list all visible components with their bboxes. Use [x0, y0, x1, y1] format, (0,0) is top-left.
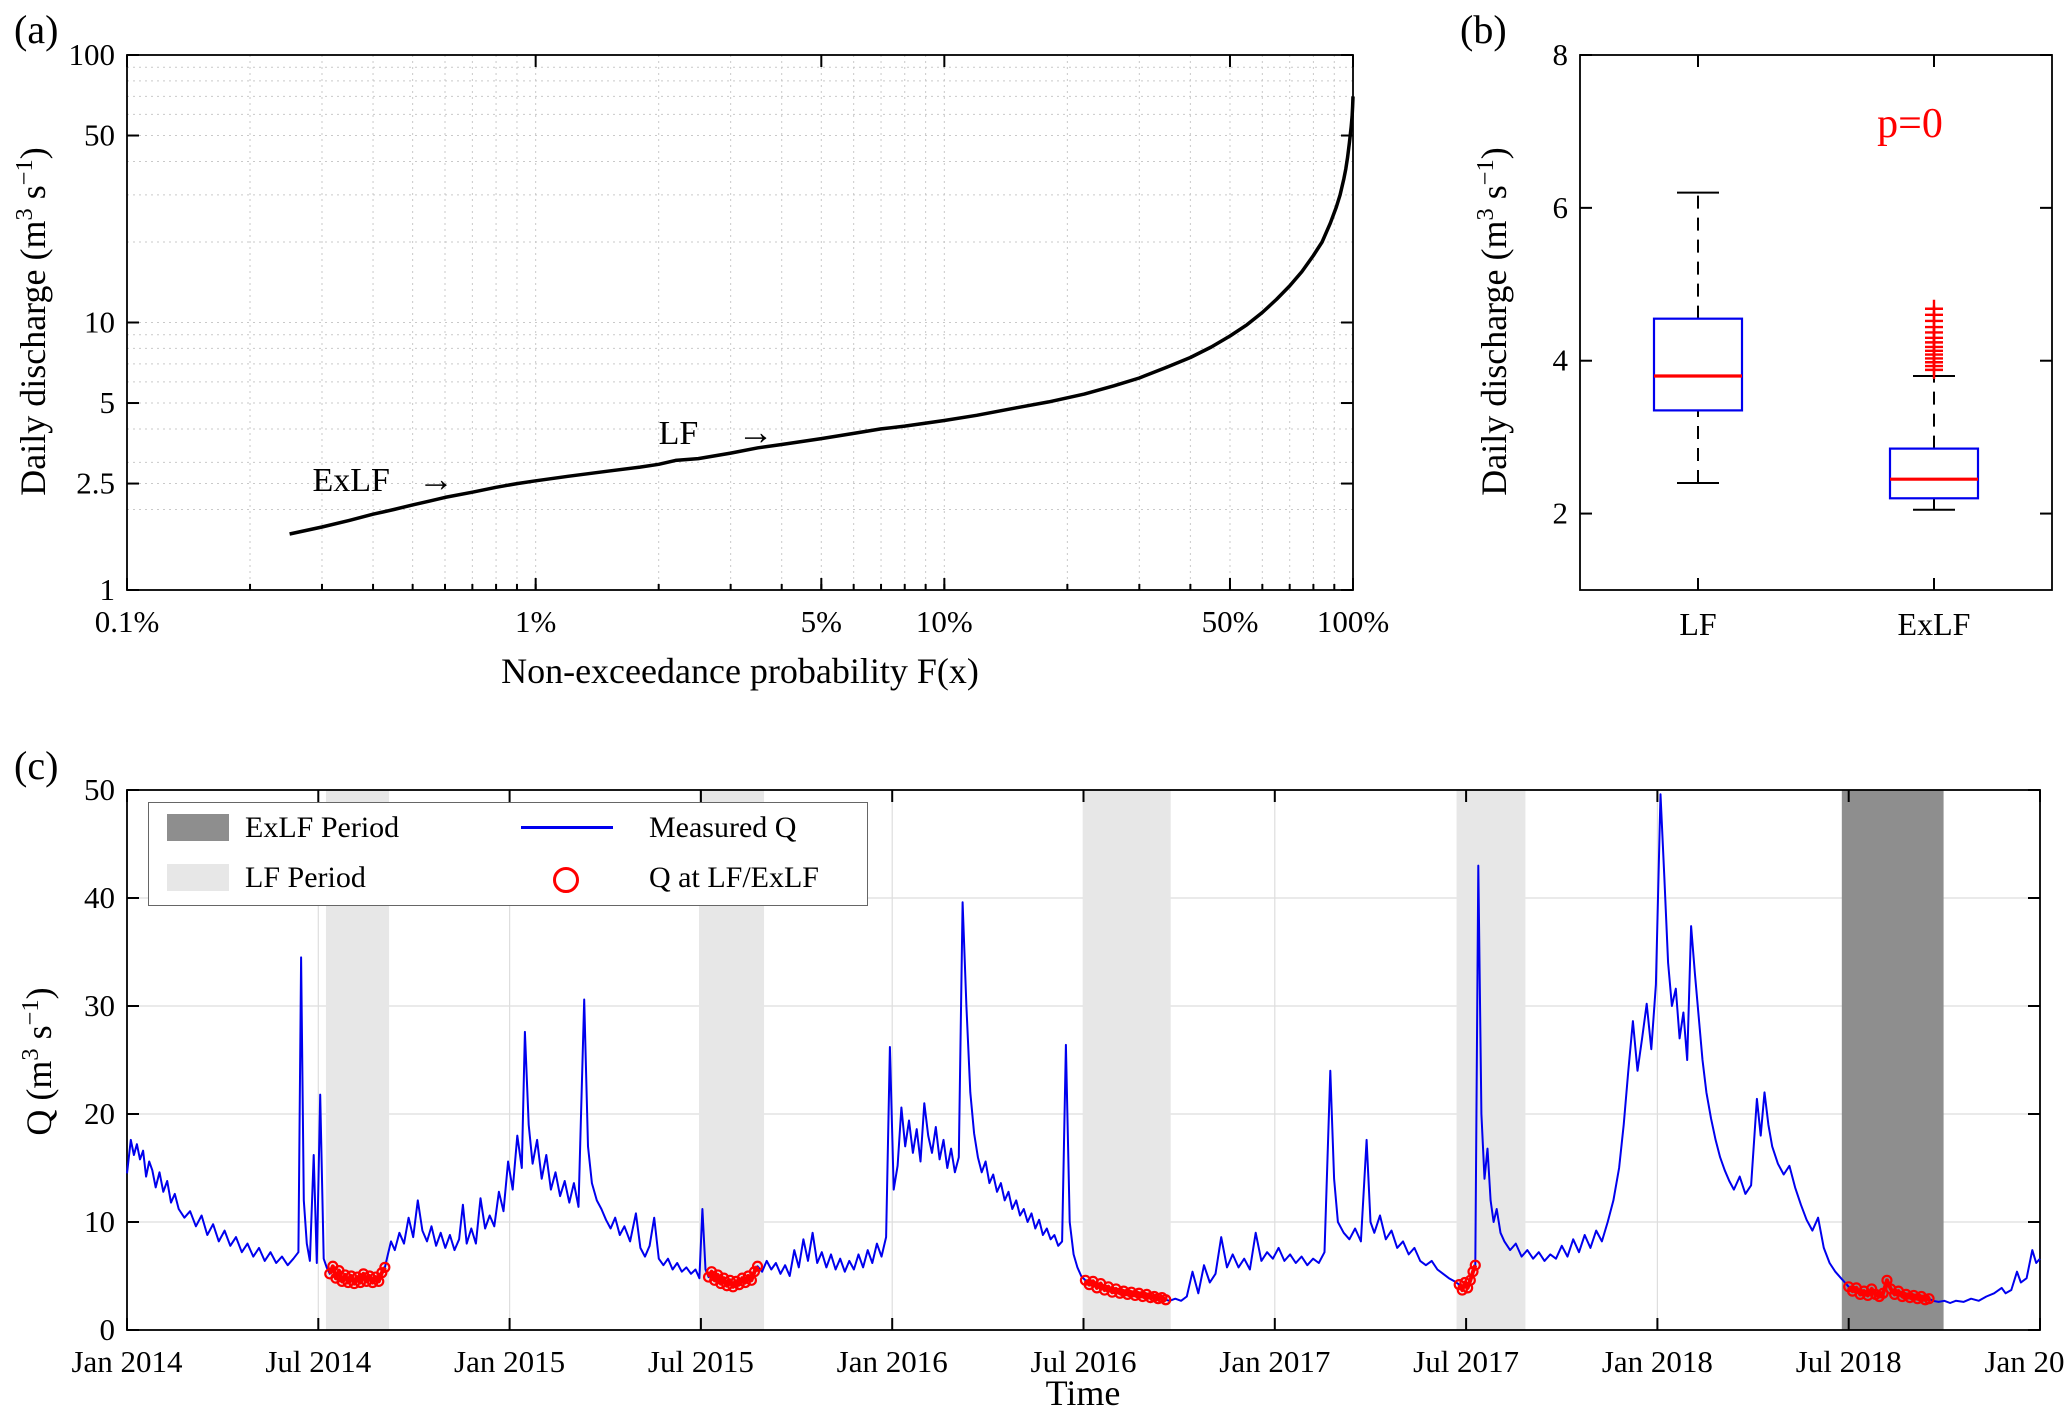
p-value-annotation: p=0	[1877, 101, 1943, 147]
ylabel-a-post: )	[13, 147, 53, 160]
q-at-lf-exlf-marker	[1469, 1259, 1481, 1271]
ylabel-b-mid: s	[1474, 185, 1514, 209]
box-iqr	[1652, 317, 1744, 412]
panel-b-tag: (b)	[1460, 7, 1507, 52]
y-tick-label: 4	[1553, 343, 1569, 378]
x-tick-label: Jan 2018	[1602, 1344, 1713, 1379]
x-tick-label: Jul 2018	[1796, 1344, 1902, 1379]
q-at-lf-exlf-marker	[1459, 1276, 1471, 1289]
y-tick-label: 5	[100, 385, 116, 420]
q-at-lf-exlf-line	[1083, 1278, 1167, 1302]
legend-label-lf-period: LF Period	[245, 861, 366, 894]
panel-a-ylabel: Daily discharge (m3 s−1)	[11, 54, 54, 589]
q-at-lf-exlf-marker	[1881, 1274, 1893, 1286]
x-tick-label: Jul 2015	[648, 1344, 754, 1379]
x-tick-label: Jul 2014	[265, 1344, 371, 1379]
category-label: LF	[1679, 606, 1716, 642]
ylabel-c-sup3: 3	[17, 1048, 44, 1061]
legend-swatch-lf-period	[167, 864, 229, 891]
ylabel-b-supminus1: −1	[1472, 159, 1499, 186]
y-tick-label: 10	[84, 1204, 115, 1239]
y-tick-label: 6	[1553, 190, 1569, 225]
legend-label-q-at-lf-exlf: Q at LF/ExLF	[649, 861, 819, 894]
ylabel-c-text: Q (m	[19, 1060, 59, 1136]
x-tick-label: 50%	[1202, 604, 1259, 639]
legend-circle-q-at-lf-exlf	[553, 867, 579, 893]
panel-a-xlabel: Non-exceedance probability F(x)	[501, 651, 979, 691]
y-tick-label: 10	[84, 305, 115, 340]
ylabel-c-supminus1: −1	[17, 999, 44, 1026]
x-tick-label: 1%	[515, 604, 556, 639]
ylabel-a-supminus1: −1	[11, 159, 38, 186]
y-tick-label: 100	[69, 37, 116, 72]
ylabel-c-post: )	[19, 987, 59, 1000]
fdc-curve	[289, 96, 1355, 536]
legend-line-measured-q	[521, 826, 613, 829]
x-tick-label: Jan 2017	[1219, 1344, 1330, 1379]
ylabel-a-text: Daily discharge (m	[13, 220, 53, 496]
x-tick-label: Jan 2016	[837, 1344, 948, 1379]
y-tick-label: 20	[84, 1096, 115, 1131]
x-tick-label: 100%	[1317, 604, 1389, 639]
annotation-arrow-icon: →	[418, 459, 454, 499]
legend: ExLF Period LF Period Measured Q Q at LF…	[148, 802, 868, 906]
annotation-label: LF	[659, 415, 699, 452]
q-at-lf-exlf-marker	[1467, 1266, 1479, 1278]
lf-period-band	[1082, 790, 1171, 1330]
annotation-arrow-icon: →	[737, 412, 773, 452]
panel-b-ylabel: Daily discharge (m3 s−1)	[1472, 54, 1515, 589]
x-tick-label: 0.1%	[95, 604, 160, 639]
legend-swatch-exlf-period	[167, 814, 229, 841]
ylabel-b-text: Daily discharge (m	[1474, 220, 1514, 496]
panel-a-tag: (a)	[14, 7, 59, 52]
x-tick-label: 10%	[916, 604, 973, 639]
annotation-label: ExLF	[313, 462, 390, 499]
y-tick-label: 40	[84, 880, 115, 915]
panel-c-tag: (c)	[14, 743, 59, 788]
y-tick-label: 2	[1553, 496, 1569, 531]
q-at-lf-exlf-marker	[1923, 1293, 1935, 1305]
box-iqr	[1888, 447, 1980, 500]
y-tick-label: 50	[84, 772, 115, 807]
q-at-lf-exlf-marker	[379, 1261, 391, 1273]
legend-label-measured-q: Measured Q	[649, 811, 797, 844]
y-tick-label: 50	[84, 118, 115, 153]
q-at-lf-exlf-marker	[751, 1260, 764, 1272]
y-tick-label: 0	[100, 1312, 116, 1347]
axes-frame	[1579, 54, 2053, 591]
exlf-period-band	[1841, 790, 1944, 1330]
panel-c-xlabel: Time	[1045, 1373, 1121, 1413]
lf-period-band	[1456, 790, 1526, 1330]
q-at-lf-exlf-line	[1457, 1264, 1478, 1292]
x-tick-label: Jan 2014	[71, 1344, 183, 1379]
y-tick-label: 30	[84, 988, 115, 1023]
ylabel-a-sup3: 3	[11, 208, 38, 221]
panel-c-ylabel: Q (m3 s−1)	[17, 794, 60, 1329]
ylabel-b-sup3: 3	[1472, 208, 1499, 221]
x-tick-label: Jan 2015	[454, 1344, 565, 1379]
ylabel-b-post: )	[1474, 147, 1514, 160]
ylabel-c-mid: s	[19, 1025, 59, 1049]
x-tick-label: 5%	[801, 604, 842, 639]
q-at-lf-exlf-marker	[1160, 1294, 1172, 1306]
legend-label-exlf-period: ExLF Period	[245, 811, 400, 844]
ylabel-a-mid: s	[13, 185, 53, 209]
x-tick-label: Jan 2019	[1984, 1344, 2067, 1379]
y-tick-label: 2.5	[76, 466, 115, 501]
y-tick-label: 1	[100, 572, 116, 607]
x-tick-label: Jul 2017	[1413, 1344, 1519, 1379]
measured-q-line	[126, 793, 2041, 1304]
y-tick-label: 8	[1553, 37, 1569, 72]
x-tick-label: Jul 2016	[1031, 1344, 1137, 1379]
category-label: ExLF	[1898, 606, 1971, 642]
